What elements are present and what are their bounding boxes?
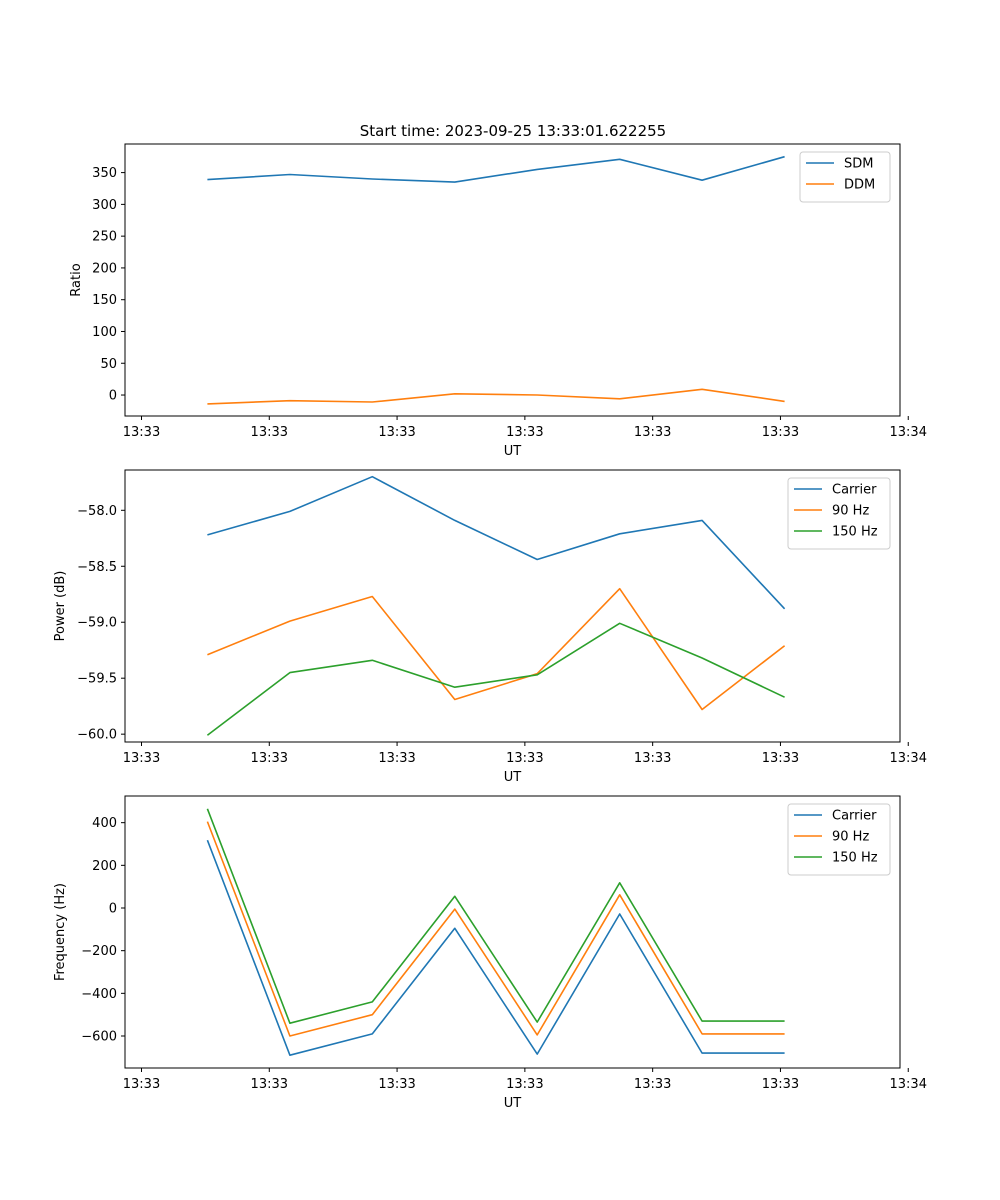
legend-label: SDM — [844, 157, 873, 172]
y-tick-label: 200 — [92, 261, 117, 276]
x-tick-label: 13:33 — [251, 751, 288, 766]
chart-panel-3: 13:33 13:33 13:33 13:33 13:33 13:33 13:34 −600 −… — [53, 795, 927, 1111]
legend-label: 150 Hz — [832, 525, 878, 540]
x-axis-label: UT — [504, 444, 522, 459]
x-tick-label: 13:33 — [378, 1077, 415, 1092]
y-tick-label: −59.0 — [77, 616, 117, 631]
y-tick-label: −200 — [81, 944, 117, 959]
legend-label: DDM — [844, 178, 875, 193]
x-tick-label: 13:33 — [506, 751, 543, 766]
series-line-90-hz — [206, 821, 785, 1037]
y-tick-label: 250 — [92, 230, 117, 245]
y-tick-label: −400 — [81, 987, 117, 1002]
y-tick-label: −60.0 — [77, 728, 117, 743]
x-tick-label: 13:34 — [890, 751, 927, 766]
legend: Carrier 90 Hz 150 Hz — [787, 803, 891, 876]
legend-label: 150 Hz — [832, 851, 878, 866]
y-tick-label: 350 — [92, 166, 117, 181]
x-axis-label: UT — [504, 770, 522, 785]
y-tick-label: −59.5 — [77, 672, 117, 687]
x-tick-label: 13:33 — [762, 751, 799, 766]
chart-panel-1: 13:33 13:33 13:33 13:33 13:33 13:33 13:34 0 50 10… — [69, 143, 927, 459]
y-tick-label: 400 — [92, 816, 117, 831]
chart-panels: 13:33 13:33 13:33 13:33 13:33 13:33 13:34 0 50 10… — [53, 143, 927, 1111]
x-tick-label: 13:33 — [506, 425, 543, 440]
series-line-ddm — [207, 388, 785, 405]
legend-label: Carrier — [832, 483, 877, 498]
x-tick-label: 13:33 — [634, 1077, 671, 1092]
series-line-150-hz — [206, 808, 785, 1025]
x-tick-label: 13:33 — [123, 1077, 160, 1092]
series-line-carrier — [206, 839, 785, 1056]
y-tick-label: −58.5 — [77, 560, 117, 575]
x-tick-label: 13:34 — [890, 425, 927, 440]
x-tick-label: 13:33 — [762, 425, 799, 440]
legend-frame — [799, 151, 891, 203]
chart-panel-2: 13:33 13:33 13:33 13:33 13:33 13:33 13:34 −60.0… — [53, 469, 927, 785]
x-tick-label: 13:33 — [251, 1077, 288, 1092]
y-axis-label: Frequency (Hz) — [53, 883, 68, 981]
x-tick-label: 13:33 — [762, 1077, 799, 1092]
plot-area-frame — [124, 469, 901, 743]
x-tick-label: 13:33 — [123, 751, 160, 766]
y-tick-label: −600 — [81, 1030, 117, 1045]
x-tick-label: 13:34 — [890, 1077, 927, 1092]
y-tick-label: −58.0 — [77, 504, 117, 519]
x-tick-label: 13:33 — [634, 425, 671, 440]
x-tick-label: 13:33 — [123, 425, 160, 440]
plot-area-frame — [124, 795, 901, 1069]
x-tick-label: 13:33 — [378, 425, 415, 440]
y-tick-label: 200 — [92, 859, 117, 874]
y-tick-label: 50 — [100, 357, 117, 372]
x-tick-label: 13:33 — [506, 1077, 543, 1092]
legend-label: Carrier — [832, 809, 877, 824]
y-tick-label: 100 — [92, 325, 117, 340]
legend-label: 90 Hz — [832, 830, 869, 845]
series-line-carrier — [207, 475, 786, 610]
legend: Carrier 90 Hz 150 Hz — [787, 477, 891, 550]
y-axis-label: Power (dB) — [53, 571, 68, 642]
series-line-sdm — [207, 155, 785, 183]
y-tick-label: 150 — [92, 293, 117, 308]
series-line-90-hz — [207, 587, 786, 711]
legend: SDM DDM — [799, 151, 891, 203]
y-tick-label: 0 — [109, 902, 117, 917]
y-tick-label: 0 — [109, 389, 117, 404]
x-axis-label: UT — [504, 1096, 522, 1111]
plot-area-frame — [124, 143, 901, 417]
x-tick-label: 13:33 — [634, 751, 671, 766]
legend-label: 90 Hz — [832, 504, 869, 519]
x-tick-label: 13:33 — [378, 751, 415, 766]
figure-title: Start time: 2023-09-25 13:33:01.622255 — [360, 122, 666, 140]
y-tick-label: 300 — [92, 198, 117, 213]
y-axis-label: Ratio — [69, 263, 84, 296]
series-line-150-hz — [206, 622, 785, 736]
x-tick-label: 13:33 — [251, 425, 288, 440]
